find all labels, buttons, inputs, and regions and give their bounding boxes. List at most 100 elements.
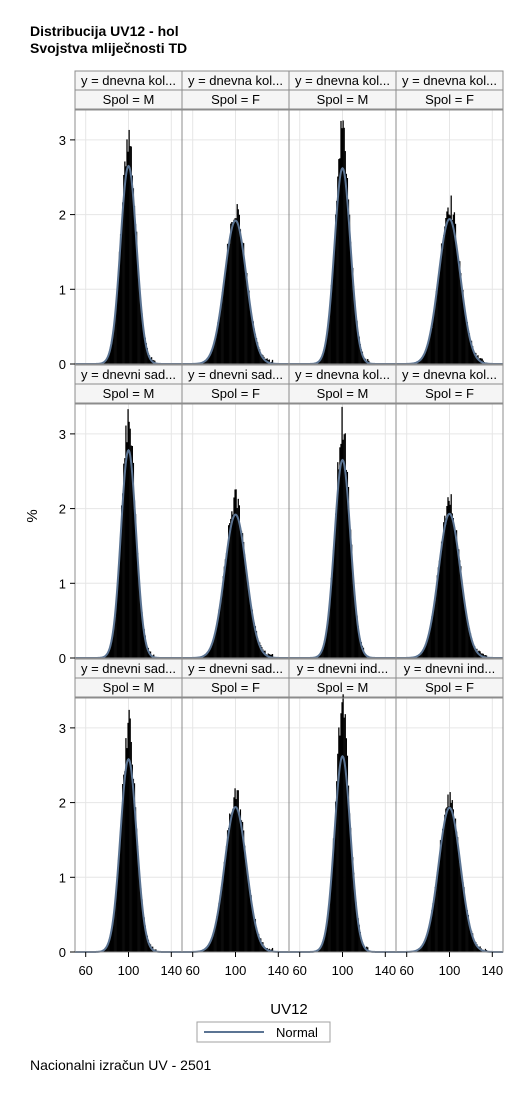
histogram-bar (449, 215, 451, 364)
histogram-bar (207, 651, 209, 658)
histogram-bar (449, 504, 451, 658)
histogram-bar (137, 259, 139, 364)
histogram-bar (359, 344, 361, 364)
x-tick-label: 140 (481, 963, 503, 978)
histogram-bar (135, 542, 138, 658)
histogram-bar (349, 241, 352, 364)
histogram-bar (204, 655, 206, 658)
histogram-bar (421, 357, 423, 364)
histogram-bar (469, 340, 472, 364)
histogram-bar (443, 522, 445, 658)
histogram-bar (465, 614, 467, 658)
histogram-bar (438, 859, 441, 952)
histogram-bar (434, 887, 436, 952)
histogram-bar (449, 792, 451, 952)
y-tick-label: 2 (59, 796, 66, 811)
histogram-bar (206, 358, 208, 364)
y-tick-label: 1 (59, 576, 66, 591)
histogram-bar (461, 877, 463, 952)
histogram-bar (130, 741, 132, 952)
histogram-bar (205, 360, 207, 364)
histogram-bar (348, 214, 351, 364)
normal-curve (396, 218, 503, 365)
histogram-bar (354, 889, 356, 952)
histogram-bar (361, 645, 364, 658)
y-tick-label: 1 (59, 282, 66, 297)
histogram-bar (459, 862, 461, 952)
histogram-bar (442, 828, 444, 952)
histogram-bar (114, 314, 116, 364)
normal-curve (182, 219, 289, 365)
histogram-bar (448, 214, 450, 364)
histogram-bar (471, 642, 474, 658)
histogram-bar (115, 300, 117, 364)
histogram-bar (471, 933, 474, 952)
histogram-bar (142, 325, 144, 364)
histogram-bar (357, 332, 359, 364)
histogram-bar (230, 814, 232, 952)
histogram-bar (341, 128, 343, 364)
histogram-bar (203, 949, 205, 952)
histogram-bar (459, 261, 461, 364)
histogram-bar (335, 801, 337, 952)
histogram-bar (240, 820, 243, 952)
histogram-bar (453, 527, 456, 658)
histogram-bar (427, 638, 429, 658)
histogram-bar (142, 912, 144, 952)
histogram-bar (231, 511, 233, 658)
histogram-bar (352, 857, 354, 952)
histogram-bar (320, 653, 322, 658)
histogram-bar (424, 646, 427, 658)
histogram-bar (260, 354, 262, 364)
histogram-bar (134, 223, 137, 364)
histogram-bar (326, 626, 328, 658)
histogram-bar (109, 939, 111, 952)
histogram-bar (336, 781, 338, 952)
normal-curve (396, 512, 503, 659)
histogram-bar (346, 471, 349, 658)
histogram-bar (119, 835, 122, 952)
histogram-bar (458, 262, 460, 364)
histogram-bar (347, 785, 350, 952)
histogram-bar (246, 571, 248, 658)
histogram-bar (133, 783, 136, 952)
histogram-bar (148, 943, 151, 952)
histogram-bar (355, 610, 357, 658)
histogram-bar (108, 650, 110, 658)
histogram-bar (425, 347, 428, 364)
histogram-bar (215, 923, 217, 952)
histogram-bar (342, 439, 344, 658)
histogram-bar (323, 645, 325, 658)
x-tick-label: 60 (292, 963, 306, 978)
histogram-bar (145, 932, 147, 952)
histogram-bar (123, 774, 125, 952)
histogram-bar (318, 654, 321, 658)
histogram-bar (444, 814, 446, 952)
histogram-bar (352, 267, 354, 364)
histogram-bar (465, 909, 467, 952)
histogram-bar (237, 209, 239, 364)
histogram-bar (139, 292, 141, 364)
histogram-bar (250, 895, 252, 952)
histogram-bar (255, 927, 258, 952)
histogram-bar (362, 356, 365, 364)
histogram-bar (222, 876, 224, 952)
y-tick-label: 2 (59, 502, 66, 517)
histogram-bar (130, 445, 132, 658)
histogram-bar (203, 361, 205, 364)
histogram-bar (208, 356, 211, 364)
y-tick-label: 0 (59, 945, 66, 960)
histogram-bar (325, 635, 327, 658)
panel-sex-label: Spol = M (317, 680, 369, 695)
histogram-bar (354, 595, 356, 658)
histogram-bar (209, 941, 212, 952)
histogram-bar (463, 887, 465, 952)
histogram-bar (439, 558, 442, 658)
histogram-bar (225, 845, 228, 952)
panel-header-2 (395, 383, 504, 404)
histogram-bar (358, 635, 360, 658)
panel-header-label: y = dnevni sad... (188, 661, 283, 676)
histogram-bar (419, 654, 421, 658)
histogram-bar (140, 605, 142, 658)
histogram-bar (470, 637, 473, 658)
